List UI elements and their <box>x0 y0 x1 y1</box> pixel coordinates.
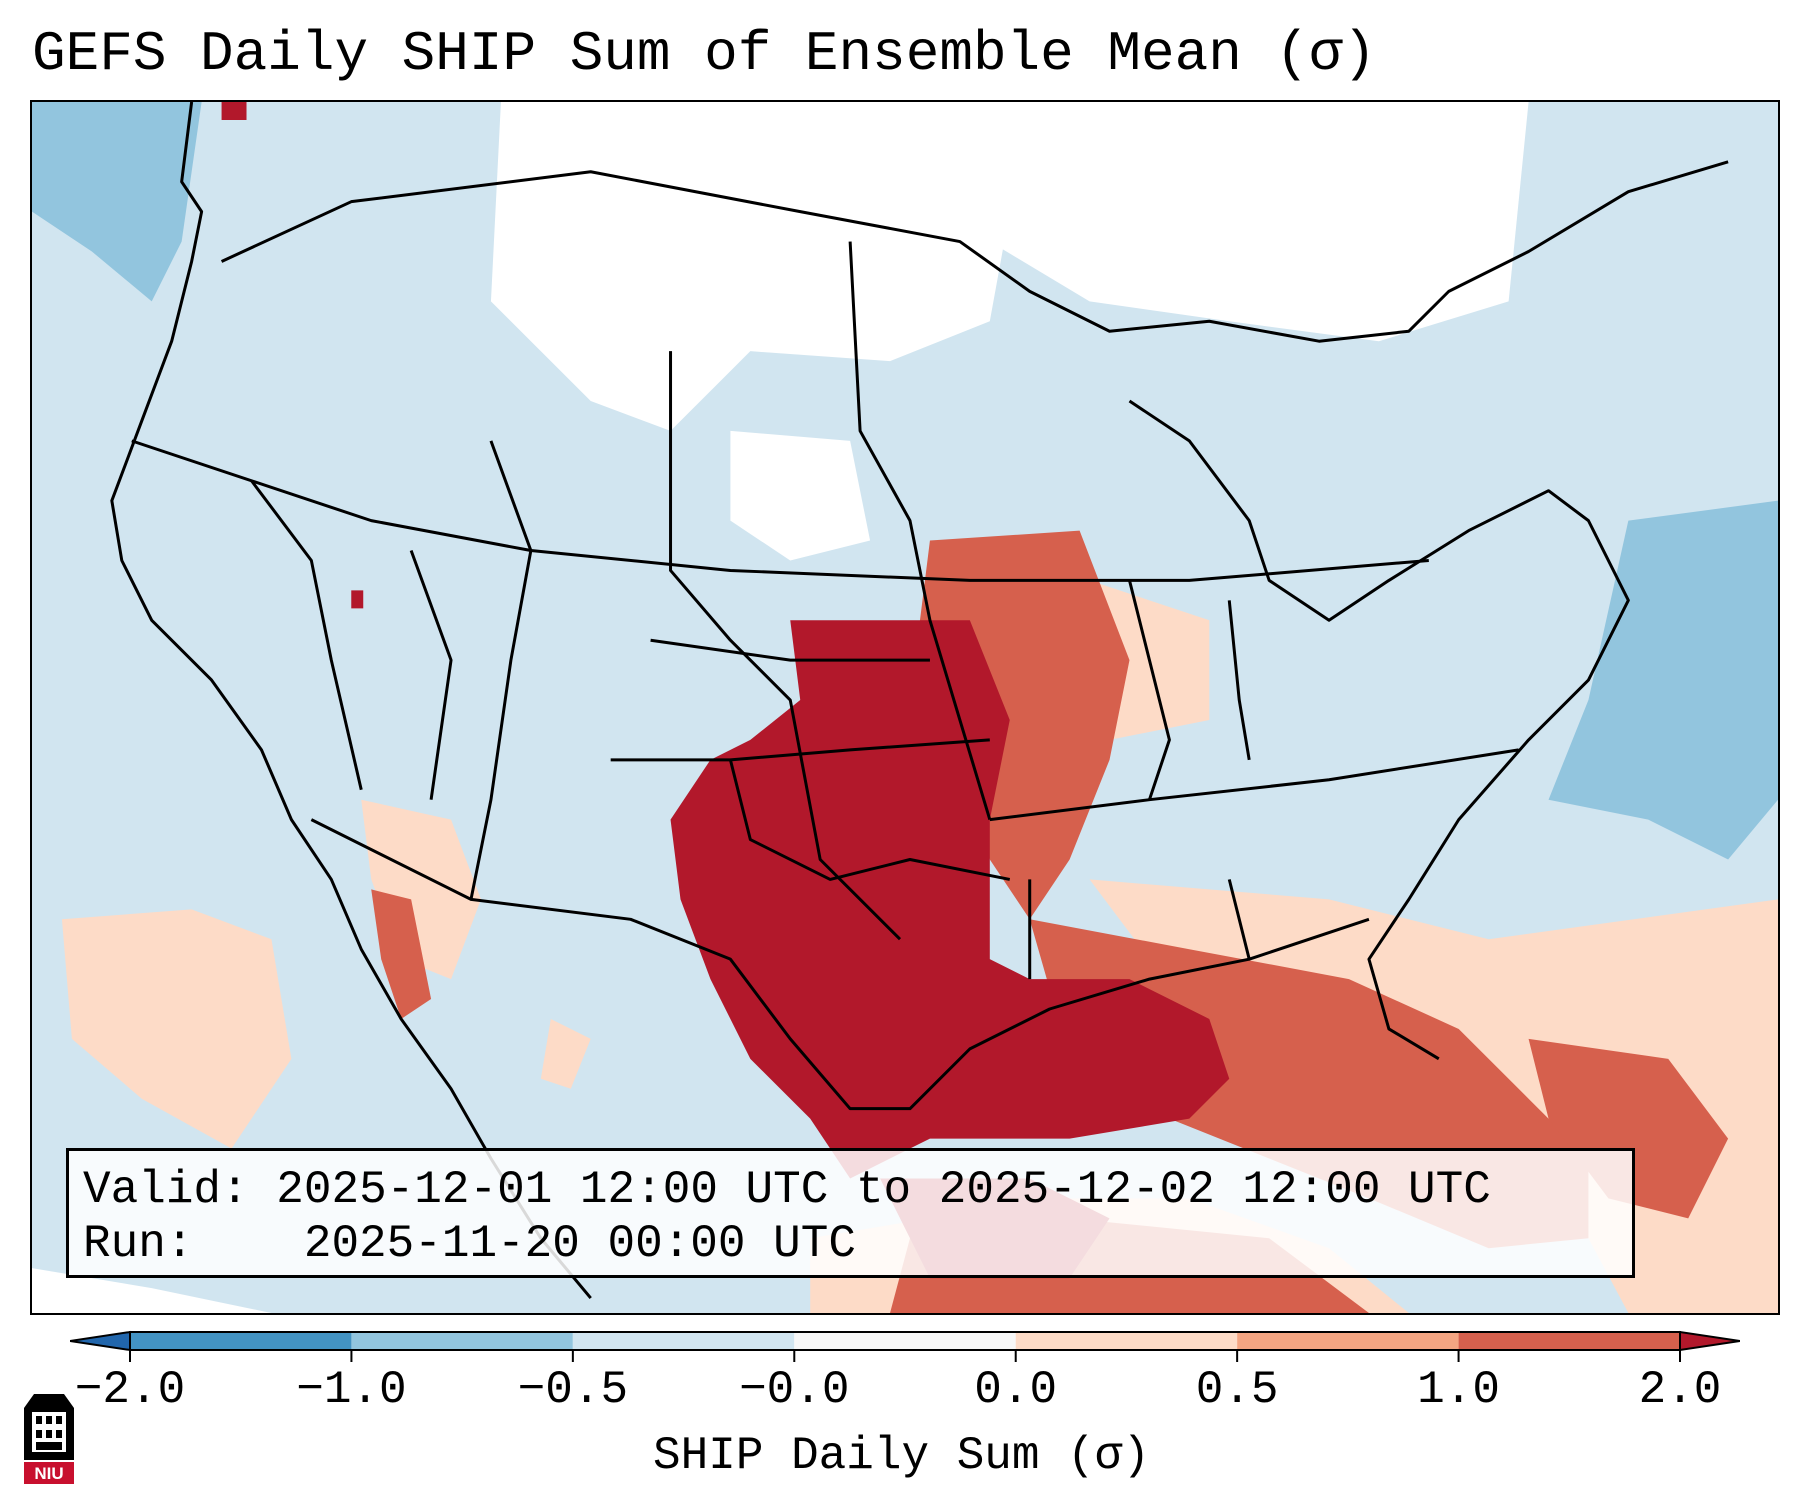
colorbar-segment <box>351 1332 573 1350</box>
logo-text: NIU <box>34 1464 63 1483</box>
chart-title: GEFS Daily SHIP Sum of Ensemble Mean (σ) <box>32 22 1377 86</box>
niu-logo: NIU <box>24 1394 74 1484</box>
colorbar-outline <box>129 1331 1681 1351</box>
valid-line: Valid: 2025-12-01 12:00 UTC to 2025-12-0… <box>83 1163 1618 1217</box>
colorbar-tick-label: 0.5 <box>1195 1364 1279 1416</box>
colorbar <box>70 1330 1740 1362</box>
colorbar-ticks <box>129 1350 1681 1362</box>
colorbar-segments <box>70 1330 1740 1352</box>
near-zero-region <box>32 102 1529 1313</box>
colorbar-segment <box>1015 1332 1238 1350</box>
negative-anomaly-region <box>32 102 1778 860</box>
colorbar-segment <box>1458 1332 1680 1350</box>
run-label: Run: <box>83 1218 194 1270</box>
colorbar-segment <box>1237 1332 1459 1350</box>
colorbar-segment <box>572 1332 795 1350</box>
validity-info-box: Valid: 2025-12-01 12:00 UTC to 2025-12-0… <box>66 1148 1635 1278</box>
colorbar-tick-label: −1.0 <box>296 1364 407 1416</box>
colorbar-extend-high <box>1679 1330 1740 1352</box>
colorbar-extend-low <box>70 1330 131 1352</box>
colorbar-tick-label: 1.0 <box>1417 1364 1500 1416</box>
run-value: 2025-11-20 00:00 UTC <box>303 1218 856 1270</box>
political-boundaries <box>110 102 1729 1300</box>
colorbar-tick-label: 2.0 <box>1638 1364 1722 1416</box>
colorbar-tick-label: 0.0 <box>974 1364 1058 1416</box>
colorbar-tick-label: −0.5 <box>517 1364 629 1416</box>
valid-value: 2025-12-01 12:00 UTC to 2025-12-02 12:00… <box>276 1164 1491 1216</box>
colorbar-segment <box>130 1332 352 1350</box>
run-line: Run: 2025-11-20 00:00 UTC <box>83 1217 1618 1271</box>
colorbar-label: SHIP Daily Sum (σ) <box>653 1430 1150 1482</box>
colorbar-segment <box>794 1332 1016 1350</box>
map-canvas <box>32 102 1778 1313</box>
valid-label: Valid: <box>83 1164 249 1216</box>
colorbar-tick-label: −0.0 <box>739 1364 850 1416</box>
map-panel <box>30 100 1780 1315</box>
colorbar-tick-label: −2.0 <box>74 1364 186 1416</box>
